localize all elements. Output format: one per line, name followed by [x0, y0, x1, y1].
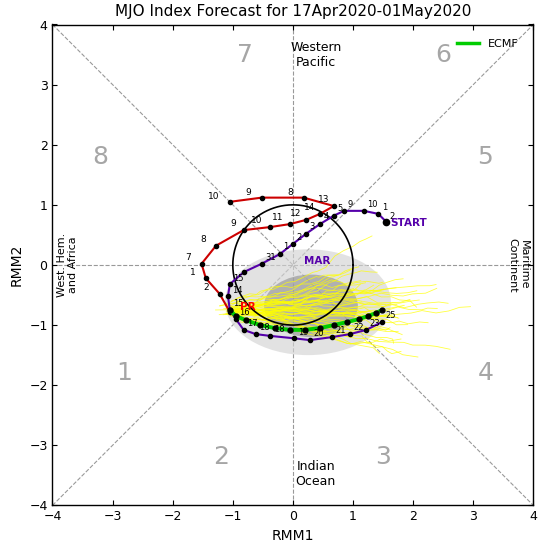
Text: 9: 9: [231, 219, 236, 228]
Text: 31: 31: [265, 253, 276, 261]
Text: START: START: [391, 218, 427, 228]
Text: 22: 22: [354, 323, 364, 333]
Text: PR: PR: [240, 302, 255, 312]
Title: MJO Index Forecast for 17Apr2020-01May2020: MJO Index Forecast for 17Apr2020-01May20…: [115, 4, 471, 19]
Ellipse shape: [264, 275, 358, 337]
Text: 2: 2: [203, 283, 209, 292]
Ellipse shape: [225, 249, 391, 355]
Text: West. Hem.
and Africa: West. Hem. and Africa: [57, 233, 78, 297]
Text: 12: 12: [290, 210, 301, 218]
Text: 21: 21: [336, 327, 346, 335]
Text: 5: 5: [337, 205, 342, 213]
Text: 10: 10: [368, 200, 378, 210]
Text: 2: 2: [389, 212, 394, 222]
Text: 19: 19: [298, 328, 309, 337]
Text: Indian
Ocean: Indian Ocean: [295, 461, 336, 488]
Legend: ECMF: ECMF: [452, 35, 523, 54]
Text: 4: 4: [324, 212, 329, 222]
Text: 10: 10: [208, 193, 219, 201]
Text: 7: 7: [185, 253, 191, 262]
Text: 13: 13: [317, 195, 329, 204]
Text: 25: 25: [386, 311, 396, 321]
Text: 1: 1: [382, 202, 387, 212]
Text: 18: 18: [259, 323, 270, 333]
Text: 3: 3: [375, 445, 391, 469]
Text: 17: 17: [247, 319, 258, 328]
Text: 1: 1: [283, 242, 289, 251]
Text: 8: 8: [287, 188, 293, 196]
Text: 3: 3: [310, 223, 315, 231]
Text: 8: 8: [200, 235, 206, 244]
Text: Western
Pacific: Western Pacific: [290, 42, 341, 69]
Text: Maritime
Continent: Maritime Continent: [508, 237, 529, 292]
Text: 16: 16: [240, 309, 250, 317]
Text: 15: 15: [234, 299, 244, 309]
Text: 14: 14: [304, 203, 316, 212]
Text: 14: 14: [231, 286, 242, 295]
Text: 1: 1: [117, 361, 132, 385]
Text: 18: 18: [274, 325, 284, 334]
Text: 20: 20: [313, 329, 324, 339]
Text: 6: 6: [435, 43, 451, 67]
Y-axis label: RMM2: RMM2: [10, 244, 24, 286]
Text: 5: 5: [478, 145, 493, 169]
Text: 9: 9: [348, 200, 353, 208]
Text: 10: 10: [252, 216, 263, 225]
X-axis label: RMM1: RMM1: [272, 529, 314, 543]
Text: 2: 2: [296, 232, 302, 242]
Text: 23: 23: [370, 319, 381, 328]
Text: 2: 2: [213, 445, 229, 469]
Text: 7: 7: [237, 43, 253, 67]
Text: 15: 15: [234, 274, 244, 283]
Text: 4: 4: [478, 361, 493, 385]
Text: 1: 1: [190, 268, 195, 277]
Text: 8: 8: [92, 145, 108, 169]
Text: MAR: MAR: [304, 256, 330, 266]
Text: 9: 9: [246, 188, 252, 196]
Text: 11: 11: [272, 213, 284, 222]
